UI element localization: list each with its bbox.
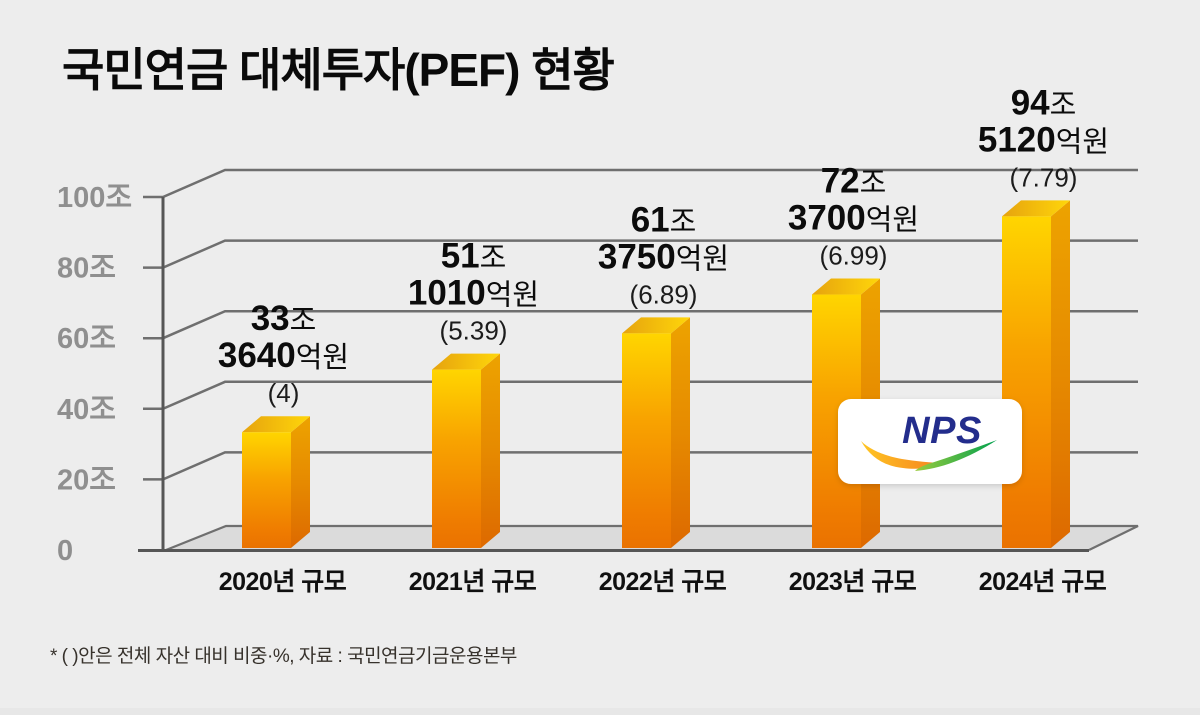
bar-top-face [812,278,880,295]
y-tick-label-0: 0 [57,535,73,567]
bars [242,200,1070,549]
value-label-line1: 72조 [821,162,887,201]
value-label-line2: 1010억원 [408,274,539,313]
bar-top-face [622,317,690,334]
value-label-line1: 94조 [1011,83,1077,122]
value-label-percent: (5.39) [440,316,508,346]
x-category-label: 2021년 규모 [409,568,537,596]
bottom-strip [0,708,1200,715]
bar-front-face [242,432,291,548]
footnote: * ( )안은 전체 자산 대비 비중·%, 자료 : 국민연금기금운용본부 [50,646,517,667]
bar-top-face [1002,200,1070,217]
value-label-line2: 3640억원 [218,336,349,375]
y-tick-label-100: 100조 [57,182,132,214]
nps-green-swoosh-icon [915,440,997,471]
bar-side-face [1051,200,1070,549]
value-label-percent: (7.79) [1010,162,1078,192]
bar-side-face [671,317,690,548]
value-label-line2: 3700억원 [788,199,919,238]
bar-2024년 규모 [1002,200,1070,549]
gridline-80 [143,239,1138,269]
bar-side-face [481,353,500,548]
axes [138,197,1089,552]
chart-title: 국민연금 대체투자(PEF) 현황 [62,44,615,96]
value-label-percent: (4) [268,378,300,408]
nps-logo-text: NPS [902,410,982,452]
bar-front-face [622,333,671,548]
y-tick-label-20: 20조 [57,464,116,496]
bar-2020년 규모 [242,416,310,548]
bar-front-face [1002,216,1051,549]
y-tick-label-40: 40조 [57,394,116,426]
bar-2022년 규모 [622,317,690,548]
x-category-label: 2022년 규모 [599,568,727,596]
x-axis-labels: 2020년 규모 2021년 규모 2022년 규모 2023년 규모 2024년 규모 [219,568,1108,596]
nps-orange-swoosh-icon [861,441,947,469]
y-axis-labels: 100조 80조 60조 40조 20조 0 [57,182,132,567]
value-label-line1: 61조 [631,200,697,239]
x-category-label: 2024년 규모 [979,568,1107,596]
nps-logo: NPS [838,399,1022,484]
value-label-line2: 5120억원 [978,120,1109,159]
value-label-percent: (6.89) [630,279,698,309]
value-label-line2: 3750억원 [598,237,729,276]
x-category-label: 2020년 규모 [219,568,347,596]
gridlines [143,168,1138,481]
x-category-label: 2023년 규모 [789,568,917,596]
gridline-100 [143,168,1138,199]
y-tick-label-60: 60조 [57,323,116,355]
bar-side-face [291,416,310,548]
bar-top-face [432,353,500,370]
value-label-line1: 33조 [251,299,317,338]
value-label-line1: 51조 [441,237,507,276]
gridline-60 [143,309,1138,340]
y-tick-label-80: 80조 [57,253,116,285]
bar-front-face [432,369,481,548]
value-label-percent: (6.99) [820,241,888,271]
bar-2021년 규모 [432,353,500,548]
bar-top-face [242,416,310,433]
